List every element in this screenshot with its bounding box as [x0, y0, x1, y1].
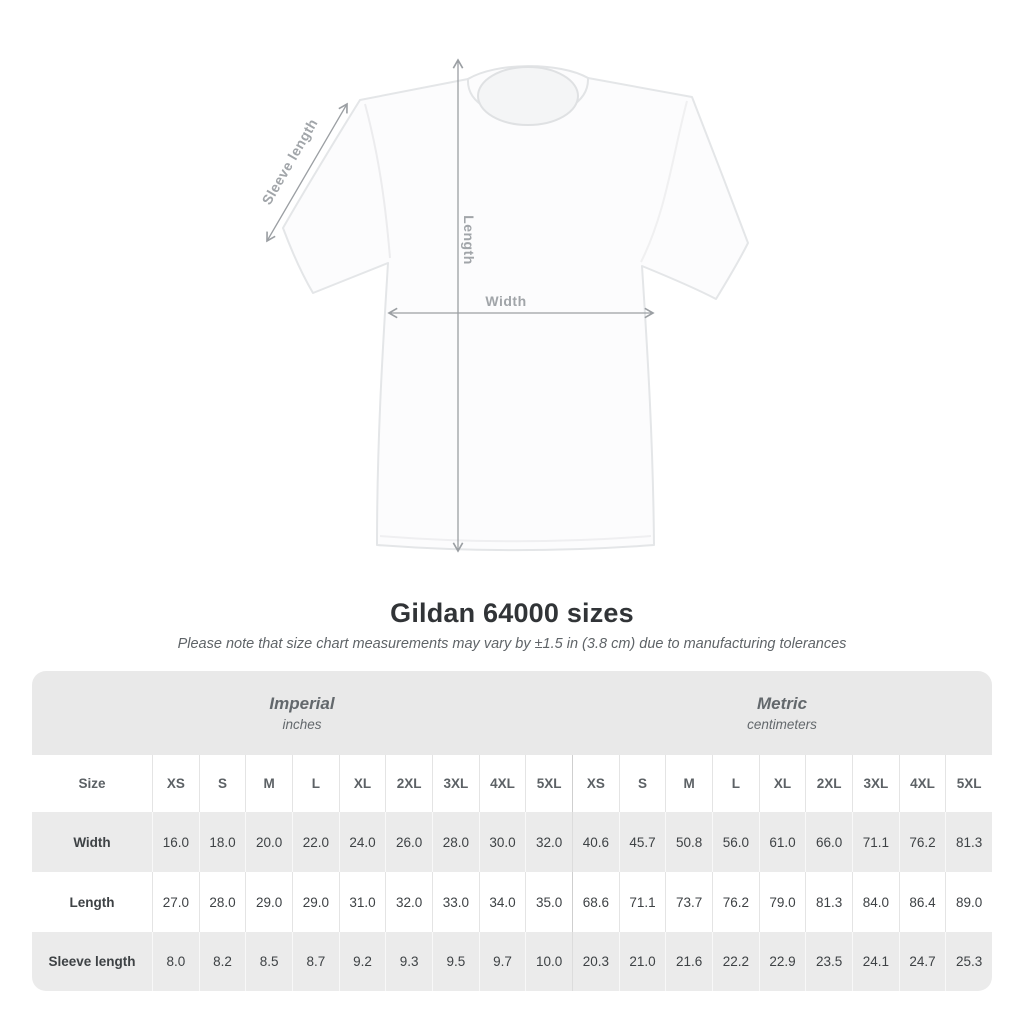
table-cell: 81.3 [945, 812, 992, 872]
column-header: XS [152, 755, 199, 812]
table-cell: 66.0 [805, 812, 852, 872]
table-cell: 8.7 [292, 932, 339, 991]
table-cell: 8.5 [245, 932, 292, 991]
table-cell: 71.1 [618, 872, 666, 932]
table-cell: 20.0 [245, 812, 292, 872]
column-header: L [292, 755, 339, 812]
table-cell: 34.0 [478, 872, 526, 932]
column-header: S [198, 755, 246, 812]
table-cell: 18.0 [198, 812, 246, 872]
column-header: 4XL [478, 755, 526, 812]
tolerance-note: Please note that size chart measurements… [177, 636, 847, 652]
table-cell: 24.7 [898, 932, 946, 991]
metric-label: Metric [756, 694, 808, 713]
sleeve-length-arrow [266, 102, 348, 243]
table-row-width: Width 16.0 18.0 20.0 22.0 24.0 26.0 28.0… [32, 812, 992, 872]
table-cell: 9.2 [338, 932, 386, 991]
table-cell: 79.0 [758, 872, 806, 932]
page-title: Gildan 64000 sizes [390, 598, 634, 628]
row-label: Length [69, 894, 115, 910]
table-row-sleeve-length: Sleeve length 8.0 8.2 8.5 8.7 9.2 9.3 9.… [32, 932, 992, 991]
table-cell: 16.0 [152, 812, 199, 872]
table-cell: 89.0 [945, 872, 992, 932]
size-chart-table: Imperial inches Metric centimeters Size … [32, 671, 992, 991]
table-cell: 9.3 [385, 932, 432, 991]
tshirt-figure-svg: Length Width Sleeve length [259, 58, 749, 553]
table-cell: 22.9 [758, 932, 806, 991]
column-header: XL [758, 755, 806, 812]
width-label: Width [485, 293, 526, 309]
metric-group-header: Metric centimeters [572, 671, 992, 755]
column-header: XS [572, 755, 619, 812]
table-cell: 22.0 [292, 812, 339, 872]
imperial-label: Imperial [269, 694, 335, 713]
table-cell: 24.0 [338, 812, 386, 872]
table-cell: 81.3 [805, 872, 852, 932]
size-header-row: Size XS S M L XL 2XL 3XL 4XL 5XL XS S M … [32, 755, 992, 812]
column-header: M [665, 755, 712, 812]
size-header: Size [78, 776, 106, 791]
table-cell: 22.2 [712, 932, 759, 991]
table-cell: 56.0 [712, 812, 759, 872]
table-cell: 30.0 [478, 812, 526, 872]
column-header: S [618, 755, 666, 812]
column-header: 2XL [385, 755, 432, 812]
table-cell: 29.0 [292, 872, 339, 932]
table-cell: 29.0 [245, 872, 292, 932]
table-cell: 8.0 [152, 932, 199, 991]
table-cell: 61.0 [758, 812, 806, 872]
table-cell: 10.0 [525, 932, 572, 991]
table-row-length: Length 27.0 28.0 29.0 29.0 31.0 32.0 33.… [32, 872, 992, 932]
unit-group-header: Imperial inches Metric centimeters [32, 671, 992, 755]
table-cell: 35.0 [525, 872, 572, 932]
table-cell: 40.6 [572, 812, 619, 872]
row-label: Width [73, 834, 111, 850]
metric-unit: centimeters [747, 717, 817, 732]
table-cell: 9.5 [432, 932, 479, 991]
table-cell: 28.0 [198, 872, 246, 932]
table-cell: 8.2 [198, 932, 246, 991]
table-cell: 76.2 [712, 872, 759, 932]
imperial-unit: inches [282, 717, 322, 732]
table-cell: 86.4 [898, 872, 946, 932]
column-header: 3XL [432, 755, 479, 812]
table-cell: 32.0 [525, 812, 572, 872]
table-cell: 26.0 [385, 812, 432, 872]
column-header: M [245, 755, 292, 812]
table-cell: 9.7 [478, 932, 526, 991]
column-header: L [712, 755, 759, 812]
column-header: 2XL [805, 755, 852, 812]
table-cell: 76.2 [898, 812, 946, 872]
column-header: 5XL [945, 755, 992, 812]
column-header: XL [338, 755, 386, 812]
table-cell: 21.0 [618, 932, 666, 991]
table-cell: 23.5 [805, 932, 852, 991]
table-cell: 28.0 [432, 812, 479, 872]
table-cell: 20.3 [572, 932, 619, 991]
table-cell: 32.0 [385, 872, 432, 932]
tshirt-measurement-diagram: Length Width Sleeve length [259, 58, 749, 553]
column-header: 4XL [898, 755, 946, 812]
column-header: 3XL [852, 755, 899, 812]
table-cell: 45.7 [618, 812, 666, 872]
imperial-group-header: Imperial inches [32, 671, 572, 755]
table-cell: 21.6 [665, 932, 712, 991]
column-header: 5XL [525, 755, 572, 812]
table-cell: 50.8 [665, 812, 712, 872]
table-cell: 24.1 [852, 932, 899, 991]
length-label: Length [461, 215, 477, 265]
table-cell: 25.3 [945, 932, 992, 991]
table-cell: 71.1 [852, 812, 899, 872]
table-cell: 27.0 [152, 872, 199, 932]
row-label: Sleeve length [48, 954, 136, 969]
table-cell: 33.0 [432, 872, 479, 932]
table-cell: 31.0 [338, 872, 386, 932]
table-cell: 84.0 [852, 872, 899, 932]
table-cell: 73.7 [665, 872, 712, 932]
table-cell: 68.6 [572, 872, 619, 932]
